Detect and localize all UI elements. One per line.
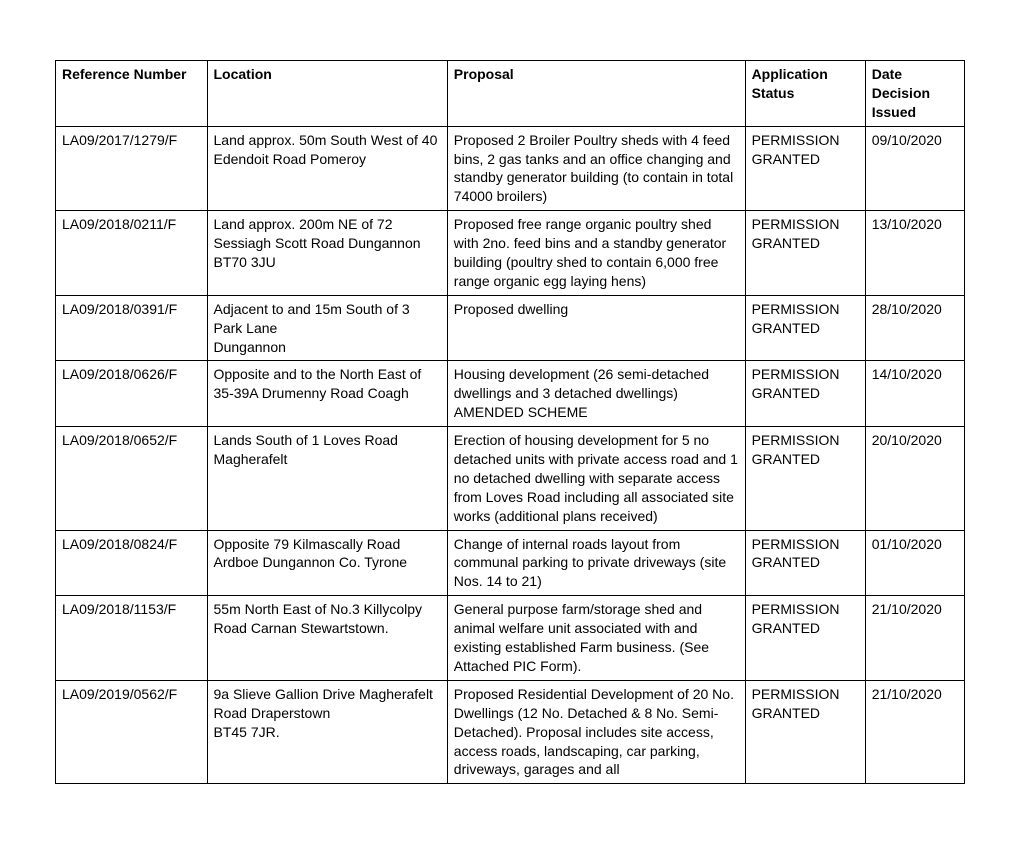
cell-date: 20/10/2020 (865, 427, 964, 530)
table-body: LA09/2017/1279/FLand approx. 50m South W… (56, 126, 965, 784)
cell-status: PERMISSION GRANTED (745, 211, 865, 296)
cell-ref: LA09/2018/0626/F (56, 361, 208, 427)
cell-prop: Proposed dwelling (447, 295, 745, 361)
cell-loc: Opposite and to the North East of 35-39A… (207, 361, 447, 427)
cell-date: 14/10/2020 (865, 361, 964, 427)
cell-status: PERMISSION GRANTED (745, 530, 865, 596)
table-row: LA09/2018/0824/FOpposite 79 Kilmascally … (56, 530, 965, 596)
cell-date: 01/10/2020 (865, 530, 964, 596)
cell-date: 13/10/2020 (865, 211, 964, 296)
cell-prop: Housing development (26 semi-detached dw… (447, 361, 745, 427)
cell-status: PERMISSION GRANTED (745, 295, 865, 361)
col-header-status: Application Status (745, 61, 865, 127)
table-row: LA09/2019/0562/F9a Slieve Gallion Drive … (56, 680, 965, 783)
cell-loc: 55m North East of No.3 Killycolpy Road C… (207, 596, 447, 681)
cell-ref: LA09/2019/0562/F (56, 680, 208, 783)
table-row: LA09/2018/0652/FLands South of 1 Loves R… (56, 427, 965, 530)
cell-loc: Land approx. 50m South West of 40 Edendo… (207, 126, 447, 211)
cell-prop: Proposed free range organic poultry shed… (447, 211, 745, 296)
cell-status: PERMISSION GRANTED (745, 596, 865, 681)
col-header-proposal: Proposal (447, 61, 745, 127)
col-header-date: Date Decision Issued (865, 61, 964, 127)
table-row: LA09/2018/1153/F55m North East of No.3 K… (56, 596, 965, 681)
cell-loc: 9a Slieve Gallion Drive Magherafelt Road… (207, 680, 447, 783)
cell-status: PERMISSION GRANTED (745, 361, 865, 427)
cell-ref: LA09/2018/1153/F (56, 596, 208, 681)
cell-ref: LA09/2018/0391/F (56, 295, 208, 361)
cell-prop: General purpose farm/storage shed and an… (447, 596, 745, 681)
cell-prop: Proposed 2 Broiler Poultry sheds with 4 … (447, 126, 745, 211)
cell-loc: Land approx. 200m NE of 72 Sessiagh Scot… (207, 211, 447, 296)
col-header-reference: Reference Number (56, 61, 208, 127)
planning-applications-table: Reference Number Location Proposal Appli… (55, 60, 965, 784)
cell-prop: Erection of housing development for 5 no… (447, 427, 745, 530)
cell-loc: Lands South of 1 Loves Road Magherafelt (207, 427, 447, 530)
cell-date: 28/10/2020 (865, 295, 964, 361)
table-header-row: Reference Number Location Proposal Appli… (56, 61, 965, 127)
col-header-location: Location (207, 61, 447, 127)
cell-ref: LA09/2018/0824/F (56, 530, 208, 596)
table-row: LA09/2018/0626/FOpposite and to the Nort… (56, 361, 965, 427)
cell-status: PERMISSION GRANTED (745, 427, 865, 530)
cell-ref: LA09/2018/0211/F (56, 211, 208, 296)
table-row: LA09/2018/0211/FLand approx. 200m NE of … (56, 211, 965, 296)
cell-prop: Change of internal roads layout from com… (447, 530, 745, 596)
table-row: LA09/2018/0391/FAdjacent to and 15m Sout… (56, 295, 965, 361)
cell-ref: LA09/2018/0652/F (56, 427, 208, 530)
cell-status: PERMISSION GRANTED (745, 680, 865, 783)
cell-loc: Adjacent to and 15m South of 3 Park Lane… (207, 295, 447, 361)
cell-prop: Proposed Residential Development of 20 N… (447, 680, 745, 783)
table-row: LA09/2017/1279/FLand approx. 50m South W… (56, 126, 965, 211)
cell-status: PERMISSION GRANTED (745, 126, 865, 211)
cell-ref: LA09/2017/1279/F (56, 126, 208, 211)
cell-loc: Opposite 79 Kilmascally Road Ardboe Dung… (207, 530, 447, 596)
cell-date: 09/10/2020 (865, 126, 964, 211)
cell-date: 21/10/2020 (865, 596, 964, 681)
cell-date: 21/10/2020 (865, 680, 964, 783)
